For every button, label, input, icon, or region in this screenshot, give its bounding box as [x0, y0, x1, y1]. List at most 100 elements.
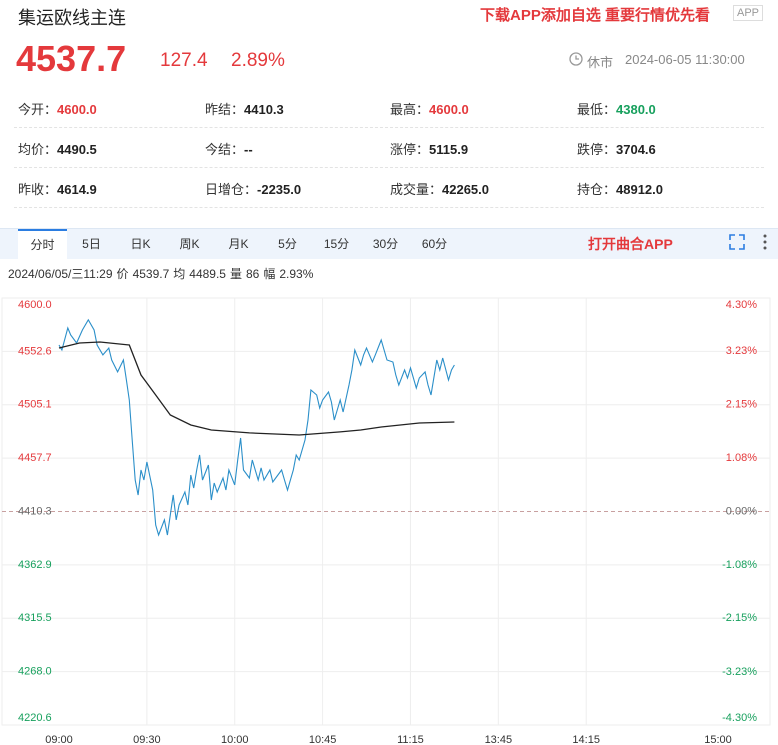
stat: 涨停：5115.9: [390, 139, 468, 158]
info-item: 均: [173, 267, 186, 281]
tab[interactable]: 30分: [372, 237, 399, 251]
stat-label: 持仓：: [577, 182, 617, 197]
stat-label: 昨收：: [18, 182, 58, 197]
x-tick-label: 14:15: [572, 734, 600, 745]
info-item: 2.93%: [279, 267, 314, 281]
info-item: 量: [229, 267, 242, 281]
info-item: 4539.7: [132, 267, 170, 281]
stat-label: 最高：: [390, 102, 430, 117]
stat: 成交量：42265.0: [390, 179, 489, 198]
stats-row: 昨收：4614.9 日增仓：-2235.0 成交量：42265.0 持仓：48912.…: [14, 168, 764, 208]
y-tick-label: 4552.6: [18, 345, 52, 357]
stat: 今结：--: [205, 139, 253, 158]
promo[interactable]: 下载APP添加自选 重要行情优先看: [480, 7, 711, 24]
y2-tick-label: 4.30%: [726, 299, 757, 311]
x-tick-label: 10:00: [221, 734, 249, 745]
stat: 今开：4600.0: [18, 99, 97, 118]
clock-icon: [569, 52, 583, 66]
stat-value: --: [244, 142, 253, 157]
info-item: 幅: [263, 267, 276, 281]
y2-tick-label: -3.23%: [722, 666, 757, 678]
info-line: 2024/06/05/三11:29 价 4539.7 均 4489.5 量 86 幅 2.93%: [8, 265, 317, 282]
y2-tick-label: 3.23%: [726, 345, 757, 357]
x-tick-label: 10:45: [309, 734, 337, 745]
stat: 最低：4380.0: [577, 99, 656, 118]
x-tick-label: 13:45: [485, 734, 513, 745]
y-tick-label: 4457.7: [18, 452, 52, 464]
stat: 最高：4600.0: [390, 99, 469, 118]
stats-row: 今开：4600.0 昨结：4410.3 最高：4600.0 最低：4380.0: [14, 88, 764, 128]
fullscreen-icon[interactable]: [728, 233, 746, 251]
title: 集运欧线主连: [18, 8, 126, 28]
price-line: [58, 318, 455, 537]
info-item: 86: [246, 267, 260, 281]
y2-tick-label: -4.30%: [722, 712, 757, 724]
stat-value: 3704.6: [616, 142, 656, 157]
y-tick-label: 4505.1: [18, 399, 52, 411]
stat-label: 均价：: [18, 142, 58, 157]
datetime: 2024-06-05 11:30:00: [625, 52, 745, 67]
tab[interactable]: 5日: [82, 237, 101, 251]
x-tick-label: 11:15: [397, 734, 424, 745]
x-tick-label: 15:00: [704, 734, 732, 745]
y2-tick-label: 2.15%: [726, 399, 757, 411]
stat: 均价：4490.5: [18, 139, 97, 158]
stat-label: 涨停：: [390, 142, 430, 157]
info-item: 2024/06/05/三11:29: [8, 267, 113, 281]
stat: 日增仓：-2235.0: [205, 179, 301, 198]
y2-tick-label: -2.15%: [722, 612, 757, 624]
tab[interactable]: 5分: [278, 237, 297, 251]
stat-label: 成交量：: [390, 182, 443, 197]
change: 127.4: [160, 50, 208, 71]
price-line: [58, 341, 455, 436]
stat-value: 42265.0: [442, 182, 490, 197]
stat: 持仓：48912.0: [577, 179, 663, 198]
stat-value: 4614.9: [57, 182, 97, 197]
y-tick-label: 4600.0: [18, 299, 52, 311]
stat-label: 跌停：: [577, 142, 617, 157]
change-pct: 2.89%: [231, 50, 285, 71]
y2-tick-label: 0.00%: [726, 505, 757, 517]
stat-value: 4600.0: [429, 102, 469, 117]
x-tick-label: 09:00: [45, 734, 73, 745]
tab[interactable]: 日K: [130, 237, 151, 251]
stat-value: 4490.5: [57, 142, 97, 157]
more-icon[interactable]: [760, 233, 770, 251]
open-app[interactable]: 打开曲合APP: [588, 236, 673, 252]
stat-label: 日增仓：: [205, 182, 258, 197]
stat: 跌停：3704.6: [577, 139, 656, 158]
tab[interactable]: 月K: [228, 237, 249, 251]
price: 4537.7: [16, 38, 127, 79]
y2-tick-label: 1.08%: [726, 452, 757, 464]
tab[interactable]: 周K: [179, 237, 200, 251]
stat-value: 5115.9: [429, 142, 469, 157]
stat-label: 今结：: [205, 142, 245, 157]
stat-value: 48912.0: [616, 182, 664, 197]
stat-label: 最低：: [577, 102, 617, 117]
tab[interactable]: 60分: [421, 237, 448, 251]
stats-row: 均价：4490.5 今结：-- 涨停：5115.9 跌停：3704.6: [14, 128, 764, 168]
y-tick-label: 4362.9: [18, 559, 52, 571]
y-tick-label: 4268.0: [18, 666, 52, 678]
app-badge[interactable]: APP: [733, 5, 764, 21]
tab[interactable]: 分时: [18, 229, 67, 259]
info-item: 4489.5: [189, 267, 226, 281]
stat-value: 4410.3: [244, 102, 284, 117]
chart: 09:00 09:30 10:00 10:45 11:15 13:45 14:15 15:00…: [1, 297, 771, 745]
stats: 今开：4600.0 昨结：4410.3 最高：4600.0 最低：4380.0 均价：4…: [0, 88, 778, 208]
market-status: 休市: [587, 55, 614, 70]
tab[interactable]: 15分: [323, 237, 350, 251]
y-tick-label: 4220.6: [18, 712, 52, 724]
stat-value: 4600.0: [57, 102, 97, 117]
y2-tick-label: -1.08%: [722, 559, 757, 571]
stat-value: -2235.0: [257, 182, 302, 197]
y-tick-label: 4315.5: [18, 612, 52, 624]
x-tick-label: 09:30: [133, 734, 161, 745]
stat-label: 昨结：: [205, 102, 245, 117]
stat: 昨结：4410.3: [205, 99, 284, 118]
tab-bar: 分时 5日 日K 周K 月K 5分 15分 30分 60分: [0, 228, 778, 259]
stat: 昨收：4614.9: [18, 179, 97, 198]
stat-label: 今开：: [18, 102, 58, 117]
info-item: 价: [116, 267, 129, 281]
